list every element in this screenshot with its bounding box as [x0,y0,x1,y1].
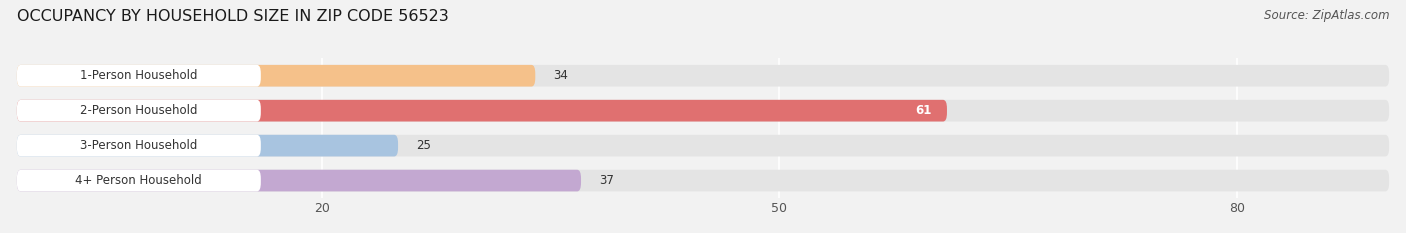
FancyBboxPatch shape [17,170,1389,192]
Text: 34: 34 [554,69,568,82]
FancyBboxPatch shape [17,65,262,86]
FancyBboxPatch shape [17,170,262,192]
Text: 3-Person Household: 3-Person Household [80,139,197,152]
FancyBboxPatch shape [17,65,1389,86]
FancyBboxPatch shape [17,100,1389,122]
Text: 2-Person Household: 2-Person Household [80,104,198,117]
Text: 61: 61 [915,104,932,117]
FancyBboxPatch shape [17,135,1389,157]
FancyBboxPatch shape [17,100,948,122]
FancyBboxPatch shape [17,170,581,192]
FancyBboxPatch shape [17,135,398,157]
FancyBboxPatch shape [17,65,536,86]
Text: 37: 37 [599,174,614,187]
FancyBboxPatch shape [17,100,262,122]
FancyBboxPatch shape [17,135,262,157]
Text: OCCUPANCY BY HOUSEHOLD SIZE IN ZIP CODE 56523: OCCUPANCY BY HOUSEHOLD SIZE IN ZIP CODE … [17,9,449,24]
Text: 25: 25 [416,139,432,152]
Text: Source: ZipAtlas.com: Source: ZipAtlas.com [1264,9,1389,22]
Text: 4+ Person Household: 4+ Person Household [76,174,202,187]
Text: 1-Person Household: 1-Person Household [80,69,198,82]
